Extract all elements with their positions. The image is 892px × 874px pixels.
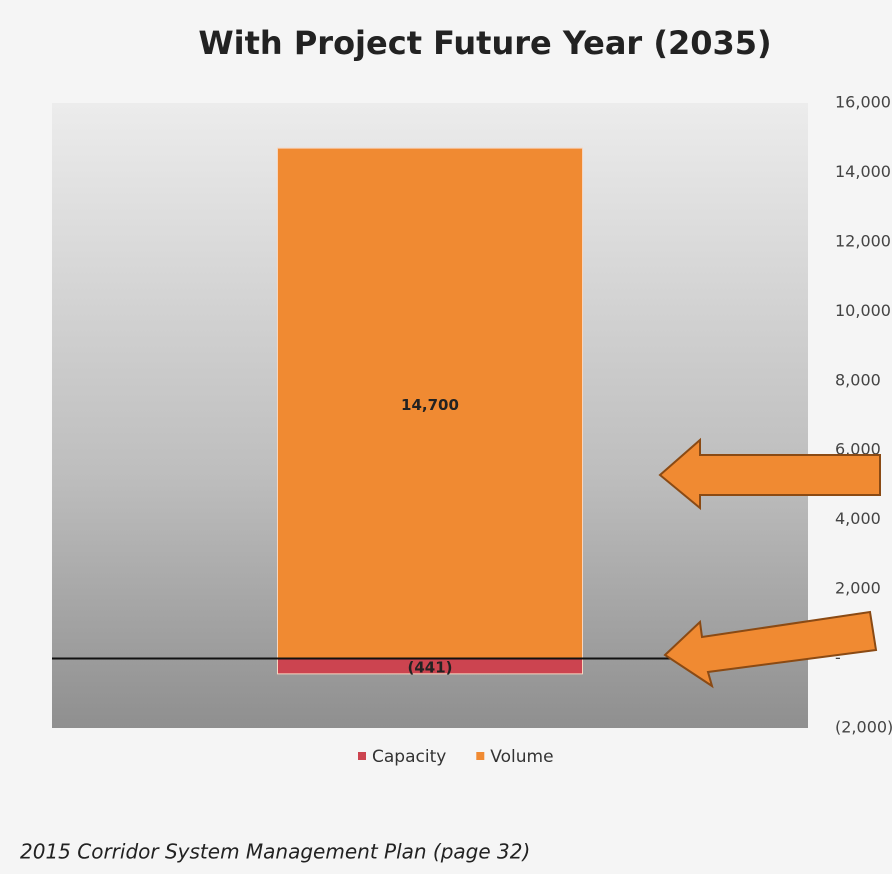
y-tick-label: 12,000: [835, 231, 891, 250]
data-label: 14,700: [401, 396, 459, 414]
chart-title: With Project Future Year (2035): [198, 24, 771, 62]
y-tick-label: 8,000: [835, 370, 881, 389]
bar: [277, 147, 583, 660]
caption: 2015 Corridor System Management Plan (pa…: [20, 840, 530, 864]
marks: (2,000) - 2,000 4,000 6,000 8,000 10,000 12,000…: [52, 93, 892, 767]
legend-swatch: [358, 752, 366, 760]
legend-swatch: [476, 752, 485, 760]
y-tick-label: (2,000): [835, 718, 892, 737]
y-tick-label: 10,000: [835, 301, 891, 320]
y-tick-label: -: [835, 648, 841, 667]
y-tick-label: 16,000: [835, 93, 891, 112]
arrow: [658, 437, 881, 511]
arrow: [663, 610, 878, 689]
y-tick-label: 4,000: [835, 509, 881, 528]
legend-label: Volume: [490, 747, 553, 767]
data-label: (441): [407, 659, 452, 677]
y-tick-label: 2,000: [835, 579, 881, 598]
y-tick-label: 6,000: [835, 440, 881, 459]
legend-label: Capacity: [372, 747, 446, 767]
y-tick-label: 14,000: [835, 162, 891, 181]
